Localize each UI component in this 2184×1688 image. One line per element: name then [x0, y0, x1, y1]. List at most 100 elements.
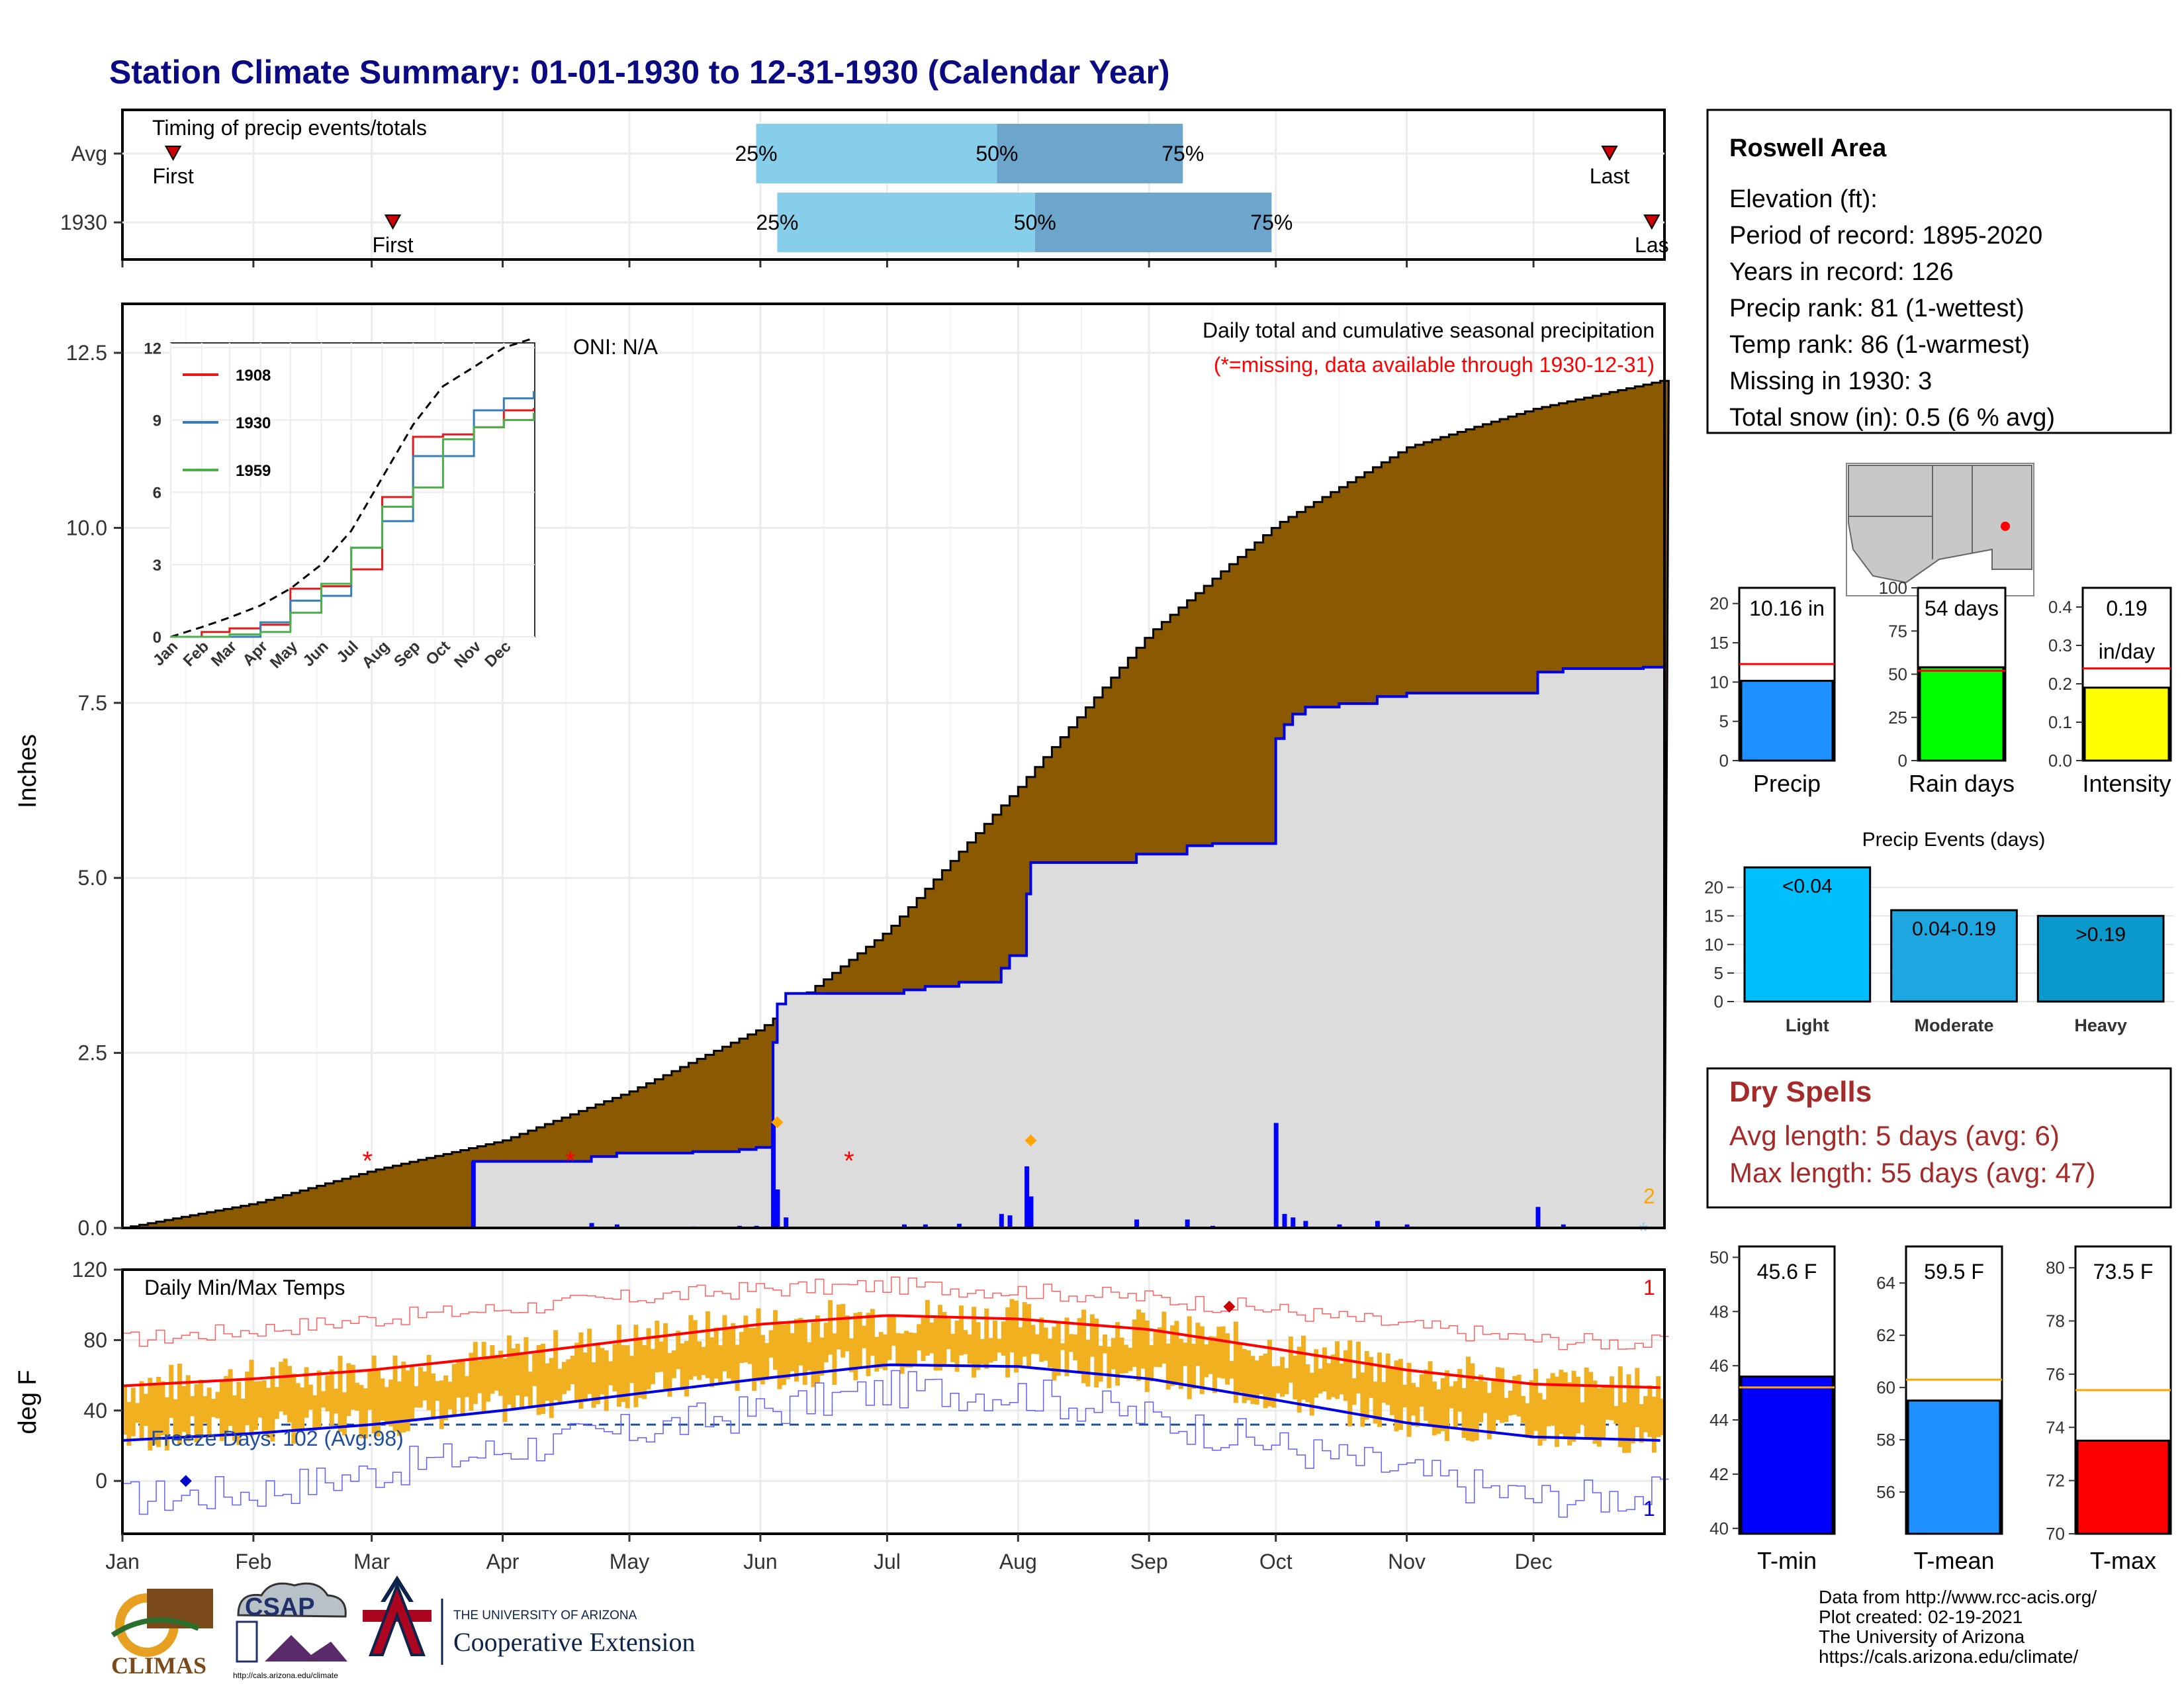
- inset-xtick-label: Mar: [208, 637, 240, 670]
- daily-temp-bar: [355, 1382, 360, 1411]
- summary-bar: [1740, 679, 1834, 762]
- timing-bar-25-50: [777, 193, 1035, 252]
- daily-temp-bar: [206, 1387, 212, 1438]
- daily-temp-bar: [713, 1327, 719, 1379]
- daily-temp-bar: [1406, 1362, 1412, 1437]
- daily-temp-bar: [1077, 1318, 1082, 1372]
- month-label: Oct: [1259, 1550, 1293, 1573]
- daily-precip-bar: [1024, 1166, 1030, 1228]
- temp-summary-bar: [2076, 1439, 2170, 1535]
- daily-temp-bar: [1094, 1318, 1099, 1387]
- daily-temp-bar: [325, 1375, 330, 1412]
- daily-temp-bar: [1575, 1376, 1580, 1434]
- daily-precip-bar: [784, 1217, 789, 1228]
- daily-precip-bar: [614, 1224, 619, 1228]
- inset-frame: [170, 342, 535, 637]
- inset-legend-label: 1930: [236, 414, 271, 432]
- daily-temp-bar: [591, 1362, 596, 1408]
- temp-summary-ytick-label: 78: [2046, 1311, 2065, 1331]
- daily-temp-bar: [1212, 1336, 1217, 1393]
- inset-legend-label: 1959: [236, 462, 271, 480]
- daily-temp-bar: [443, 1375, 449, 1421]
- daily-temp-bar: [561, 1362, 567, 1394]
- precip-ytick-label: 10.0: [66, 516, 107, 539]
- daily-precip-bar: [1561, 1224, 1566, 1228]
- daily-temp-bar: [768, 1330, 774, 1358]
- daily-temp-bar: [942, 1312, 947, 1365]
- daily-temp-bar: [1373, 1382, 1378, 1424]
- daily-temp-bar: [802, 1321, 807, 1385]
- daily-temp-bar: [1052, 1327, 1057, 1381]
- month-label: Jul: [874, 1550, 901, 1573]
- daily-temp-bar: [908, 1332, 913, 1368]
- daily-temp-bar: [1136, 1309, 1142, 1382]
- daily-temp-bar: [1119, 1337, 1124, 1374]
- daily-temp-bar: [1326, 1363, 1332, 1400]
- daily-temp-bar: [997, 1338, 1002, 1353]
- info-box: Roswell Area Elevation (ft): Period of re…: [1706, 109, 2172, 434]
- daily-temp-bar: [891, 1314, 896, 1346]
- daily-temp-bar: [587, 1329, 592, 1394]
- daily-temp-bar: [1626, 1374, 1631, 1453]
- daily-temp-bar: [954, 1321, 960, 1372]
- summary-ytick-label: 0: [1719, 751, 1729, 771]
- daily-temp-bar: [747, 1327, 752, 1364]
- summary-ytick-label: 50: [1888, 665, 1907, 684]
- daily-temp-bar: [1495, 1367, 1500, 1420]
- precip-ytick-label: 12.5: [66, 341, 107, 365]
- daily-temp-bar: [1533, 1368, 1539, 1431]
- daily-temp-bar: [912, 1333, 917, 1365]
- daily-temp-bar: [1043, 1327, 1048, 1361]
- inset-xtick-label: Jul: [333, 637, 362, 667]
- daily-temp-bar: [1428, 1361, 1433, 1427]
- timing-row-label: 1930: [60, 211, 107, 234]
- events-bar: [1743, 866, 1872, 1003]
- daily-temp-bar: [139, 1381, 144, 1440]
- daily-temp-bar: [1432, 1382, 1437, 1436]
- events-ytick-label: 0: [1714, 992, 1723, 1011]
- daily-temp-bar: [862, 1325, 867, 1348]
- daily-temp-bar: [1461, 1387, 1467, 1438]
- temp-summary-ytick-label: 76: [2046, 1364, 2065, 1384]
- daily-temp-bar: [1339, 1363, 1344, 1395]
- daily-temp-bar: [1474, 1381, 1479, 1440]
- daily-temp-bar: [283, 1358, 288, 1415]
- daily-temp-bar: [692, 1320, 698, 1376]
- daily-temp-bar: [764, 1342, 770, 1380]
- daily-temp-bar: [642, 1344, 647, 1399]
- daily-temp-bar: [1436, 1389, 1441, 1434]
- daily-temp-bar: [1377, 1352, 1382, 1427]
- daily-temp-bar: [731, 1323, 736, 1383]
- daily-temp-bar: [515, 1343, 520, 1396]
- daily-temp-bar: [494, 1354, 499, 1391]
- daily-temp-bar: [511, 1348, 516, 1410]
- daily-temp-bar: [1111, 1338, 1116, 1370]
- daily-temp-bar: [422, 1371, 428, 1401]
- daily-temp-bar: [481, 1342, 486, 1413]
- daily-temp-bar: [338, 1356, 343, 1432]
- daily-temp-bar: [257, 1381, 263, 1418]
- daily-temp-bar: [473, 1342, 478, 1404]
- daily-temp-bar: [1089, 1314, 1095, 1357]
- daily-temp-bar: [249, 1360, 254, 1436]
- daily-temp-bar: [663, 1323, 668, 1391]
- daily-temp-bar: [1250, 1356, 1255, 1404]
- daily-temp-bar: [637, 1337, 643, 1398]
- daily-temp-bar: [198, 1380, 203, 1439]
- temp-summary-bars: 40 42 44 46 48 50 45.6 F T-min 56 58 60 62 64 59.5 F T…: [1709, 1245, 2172, 1574]
- daily-temp-bar: [1149, 1345, 1154, 1382]
- daily-temp-bar: [545, 1363, 550, 1401]
- daily-temp-bar: [1318, 1368, 1323, 1394]
- daily-temp-bar: [633, 1325, 639, 1407]
- daily-temp-bar: [1102, 1334, 1107, 1354]
- daily-temp-bar: [938, 1305, 943, 1371]
- daily-temp-bar: [895, 1333, 901, 1367]
- daily-temp-bar: [705, 1311, 710, 1378]
- daily-temp-bar: [1440, 1378, 1445, 1431]
- missing-day-marker: *: [844, 1147, 854, 1176]
- daily-temp-bar: [536, 1344, 541, 1415]
- daily-precip-bar: [1273, 1123, 1279, 1228]
- daily-temp-bar: [650, 1348, 655, 1384]
